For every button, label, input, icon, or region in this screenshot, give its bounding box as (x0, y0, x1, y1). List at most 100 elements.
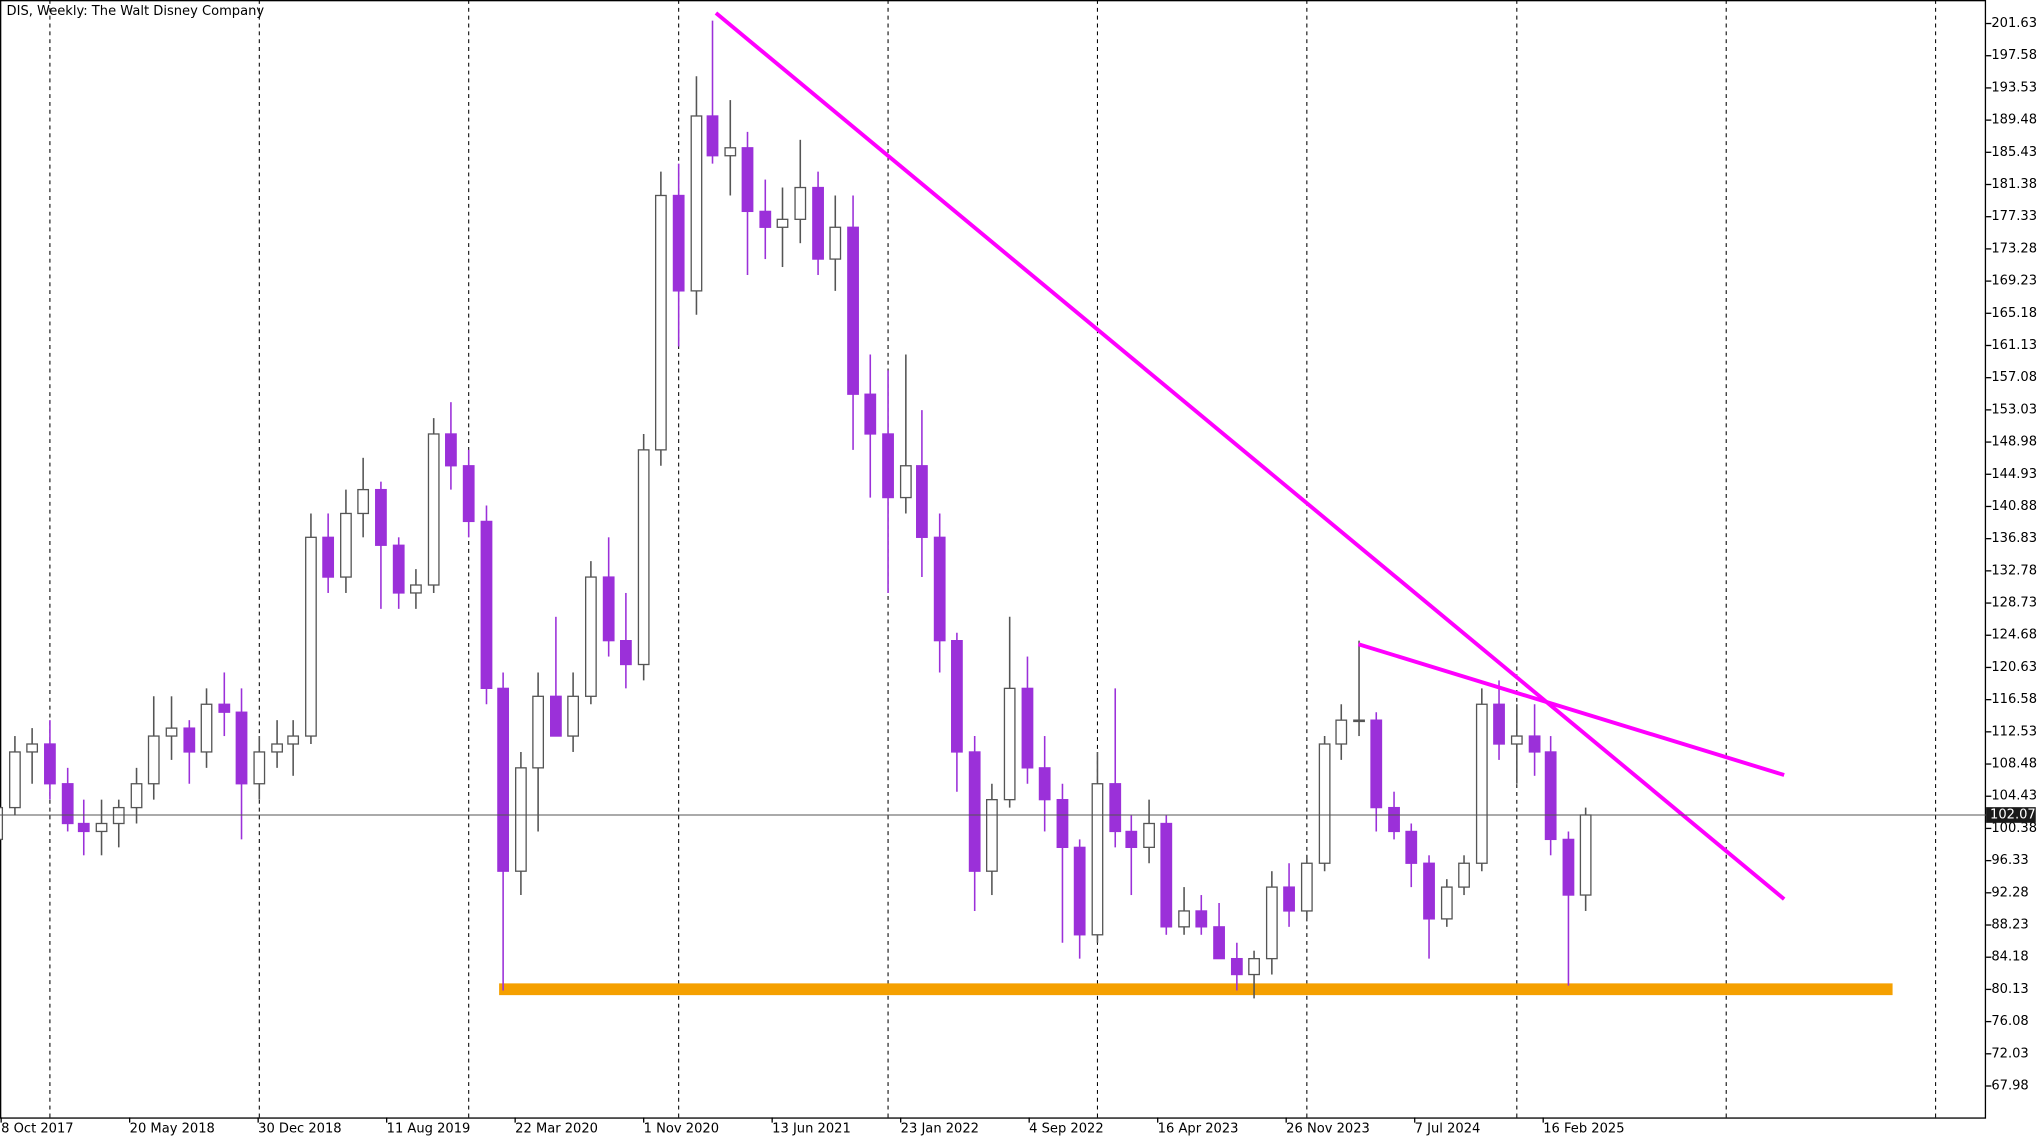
y-tick-label: 157.08 (1991, 370, 2037, 385)
candle-body (654, 194, 667, 451)
y-tick-label: 116.58 (1991, 692, 2037, 707)
candle-body (1248, 957, 1260, 976)
candle-body (26, 743, 39, 753)
candle-body (1056, 798, 1069, 849)
candle-body (706, 115, 719, 157)
y-tick-label: 161.13 (1991, 338, 2037, 353)
candle-body (515, 767, 527, 872)
y-tick-label: 148.98 (1991, 435, 2037, 450)
candle-body (1353, 719, 1365, 723)
y-tick-label: 128.73 (1991, 596, 2037, 611)
candle-body (1493, 703, 1505, 745)
x-tick-label: 16 Feb 2025 (1543, 1122, 1624, 1137)
candle-body (77, 822, 90, 833)
candle-body (340, 512, 352, 578)
candle-body (253, 751, 266, 785)
candle-body (882, 433, 894, 499)
candle-body (1475, 703, 1488, 864)
candle-body (357, 488, 370, 515)
y-tick-label: 165.18 (1991, 306, 2037, 321)
candle-body (165, 727, 178, 737)
candle-body (1160, 822, 1173, 928)
candle-body (375, 488, 387, 546)
plot-frame (0, 0, 1987, 1119)
y-tick-label: 88.23 (1991, 918, 2028, 933)
candle-body (147, 735, 160, 785)
candle-body (95, 822, 108, 833)
candle-body (1283, 886, 1295, 912)
y-tick-label: 72.03 (1991, 1046, 2028, 1061)
candle-body (899, 465, 912, 499)
y-tick-label: 185.43 (1991, 145, 2037, 160)
x-tick-label: 26 Nov 2023 (1286, 1122, 1370, 1137)
candle-body (497, 687, 510, 872)
support-band (499, 983, 1893, 996)
candle-body (44, 743, 56, 785)
candle-body (567, 695, 579, 737)
candle-body (1335, 719, 1348, 745)
candle-body (847, 226, 859, 395)
candle-body (619, 640, 632, 666)
candle-body (130, 783, 143, 809)
candle-body (1318, 743, 1331, 864)
candle-body (305, 536, 317, 737)
candle-body (9, 751, 21, 809)
candle-body (1458, 862, 1470, 888)
candle-body (235, 711, 248, 785)
x-tick-label: 11 Aug 2019 (387, 1122, 471, 1137)
y-tick-label: 96.33 (1991, 853, 2028, 868)
candle-body (1544, 751, 1557, 841)
candle-body (1073, 846, 1086, 936)
candle-body (933, 536, 946, 642)
candle-body (741, 147, 754, 213)
candle-body (392, 544, 405, 594)
candle-body (112, 806, 125, 825)
candle-body (1300, 862, 1313, 912)
y-tick-label: 124.68 (1991, 628, 2037, 643)
x-tick-label: 1 Nov 2020 (644, 1122, 719, 1137)
x-tick-label: 7 Jul 2024 (1415, 1122, 1481, 1137)
candle-body (585, 576, 597, 697)
x-tick-label: 16 Apr 2023 (1158, 1122, 1239, 1137)
candle-body (864, 393, 877, 435)
candle-body (427, 433, 440, 586)
candle-body (445, 433, 457, 467)
y-tick-label: 108.48 (1991, 757, 2037, 772)
candle-body (602, 576, 615, 642)
candle-body (637, 449, 650, 666)
y-tick-label: 153.03 (1991, 402, 2037, 417)
candle-body (759, 210, 772, 228)
candle-body (462, 465, 475, 523)
y-tick-label: 112.53 (1991, 724, 2037, 739)
candle-body (1423, 862, 1435, 920)
x-tick-label: 4 Sep 2022 (1029, 1122, 1104, 1137)
y-tick-label: 189.48 (1991, 113, 2037, 128)
candle-body (287, 735, 300, 745)
x-tick-label: 23 Jan 2022 (901, 1122, 979, 1137)
candle-body (672, 194, 685, 292)
x-tick-label: 22 Mar 2020 (515, 1122, 598, 1137)
candle-body (1109, 783, 1122, 833)
candle-body (690, 115, 703, 292)
y-tick-label: 100.38 (1991, 821, 2037, 836)
y-tick-label: 193.53 (1991, 80, 2037, 95)
candle-body (200, 703, 213, 753)
candle-body (218, 703, 231, 713)
candle-body (1021, 687, 1034, 769)
x-tick-label: 30 Dec 2018 (258, 1122, 341, 1137)
y-tick-label: 136.83 (1991, 531, 2037, 546)
y-tick-label: 201.63 (1991, 16, 2037, 31)
trendline (1357, 642, 1785, 777)
y-tick-label: 144.93 (1991, 467, 2037, 482)
last-price-box (1986, 807, 2036, 823)
y-tick-label: 80.13 (1991, 982, 2028, 997)
candle-body (1370, 719, 1383, 809)
candle-body (1003, 687, 1016, 801)
candle-body (1562, 838, 1575, 896)
y-tick-label: 140.88 (1991, 499, 2037, 514)
candle-body (1510, 735, 1523, 745)
y-tick-label: 120.63 (1991, 660, 2037, 675)
candle-body (829, 226, 842, 260)
